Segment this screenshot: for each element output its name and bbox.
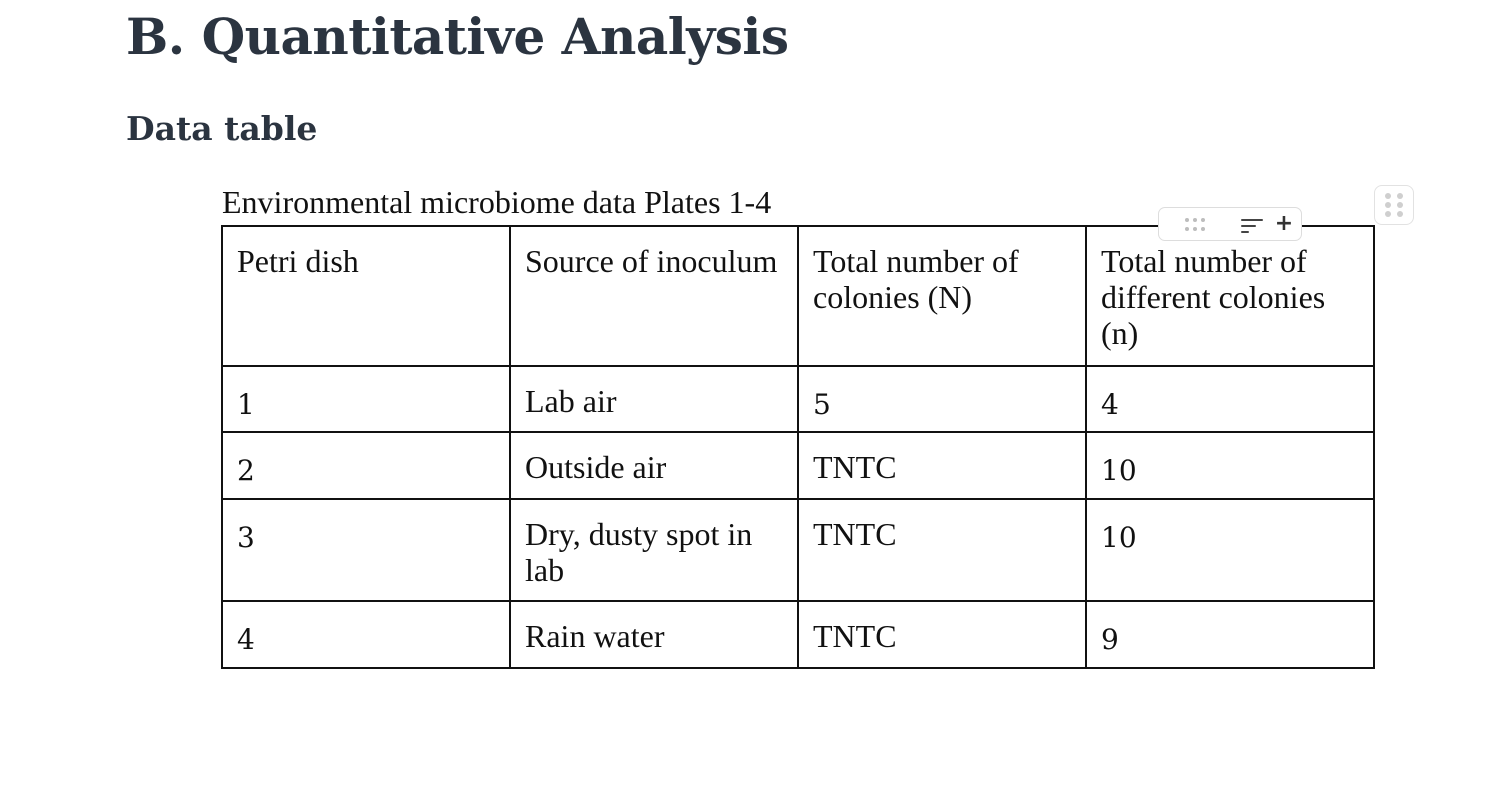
table-cell[interactable]: 10 [1085, 498, 1375, 602]
table-header-row: Petri dish Source of inoculum Total numb… [221, 225, 1375, 367]
table-caption: Environmental microbiome data Plates 1-4 [222, 184, 772, 220]
sort-lines-icon[interactable] [1241, 218, 1263, 234]
table-cell[interactable]: 5 [797, 365, 1087, 433]
table-cell[interactable]: Lab air [509, 365, 799, 433]
header-total-colonies[interactable]: Total number of colonies (N) [797, 225, 1087, 367]
table-row: 1 Lab air 5 4 [221, 365, 1375, 433]
table-cell[interactable]: 3 [221, 498, 511, 602]
data-table: Petri dish Source of inoculum Total numb… [221, 225, 1375, 669]
table-cell[interactable]: Dry, dusty spot in lab [509, 498, 799, 602]
table-cell[interactable]: 4 [221, 600, 511, 669]
header-petri-dish[interactable]: Petri dish [221, 225, 511, 367]
header-different-colonies[interactable]: Total number of different colonies (n) [1085, 225, 1375, 367]
table-row: 4 Rain water TNTC 9 [221, 600, 1375, 669]
table-toolbar: + [1158, 207, 1302, 241]
table-row: 3 Dry, dusty spot in lab TNTC 10 [221, 498, 1375, 602]
table-cell[interactable]: 9 [1085, 600, 1375, 669]
table-cell[interactable]: 4 [1085, 365, 1375, 433]
table-cell[interactable]: 2 [221, 431, 511, 500]
grip-dots-icon[interactable] [1374, 185, 1414, 225]
section-title: B. Quantitative Analysis [126, 7, 789, 66]
add-column-button[interactable]: + [1274, 211, 1294, 236]
table-cell[interactable]: Rain water [509, 600, 799, 669]
table-cell[interactable]: TNTC [797, 431, 1087, 500]
table-cell[interactable]: TNTC [797, 600, 1087, 669]
table-row: 2 Outside air TNTC 10 [221, 431, 1375, 500]
table-cell[interactable]: 10 [1085, 431, 1375, 500]
drag-handle-icon[interactable] [1185, 218, 1211, 232]
header-source-of-inoculum[interactable]: Source of inoculum [509, 225, 799, 367]
table-cell[interactable]: 1 [221, 365, 511, 433]
table-cell[interactable]: Outside air [509, 431, 799, 500]
table-cell[interactable]: TNTC [797, 498, 1087, 602]
subsection-title: Data table [126, 109, 318, 148]
